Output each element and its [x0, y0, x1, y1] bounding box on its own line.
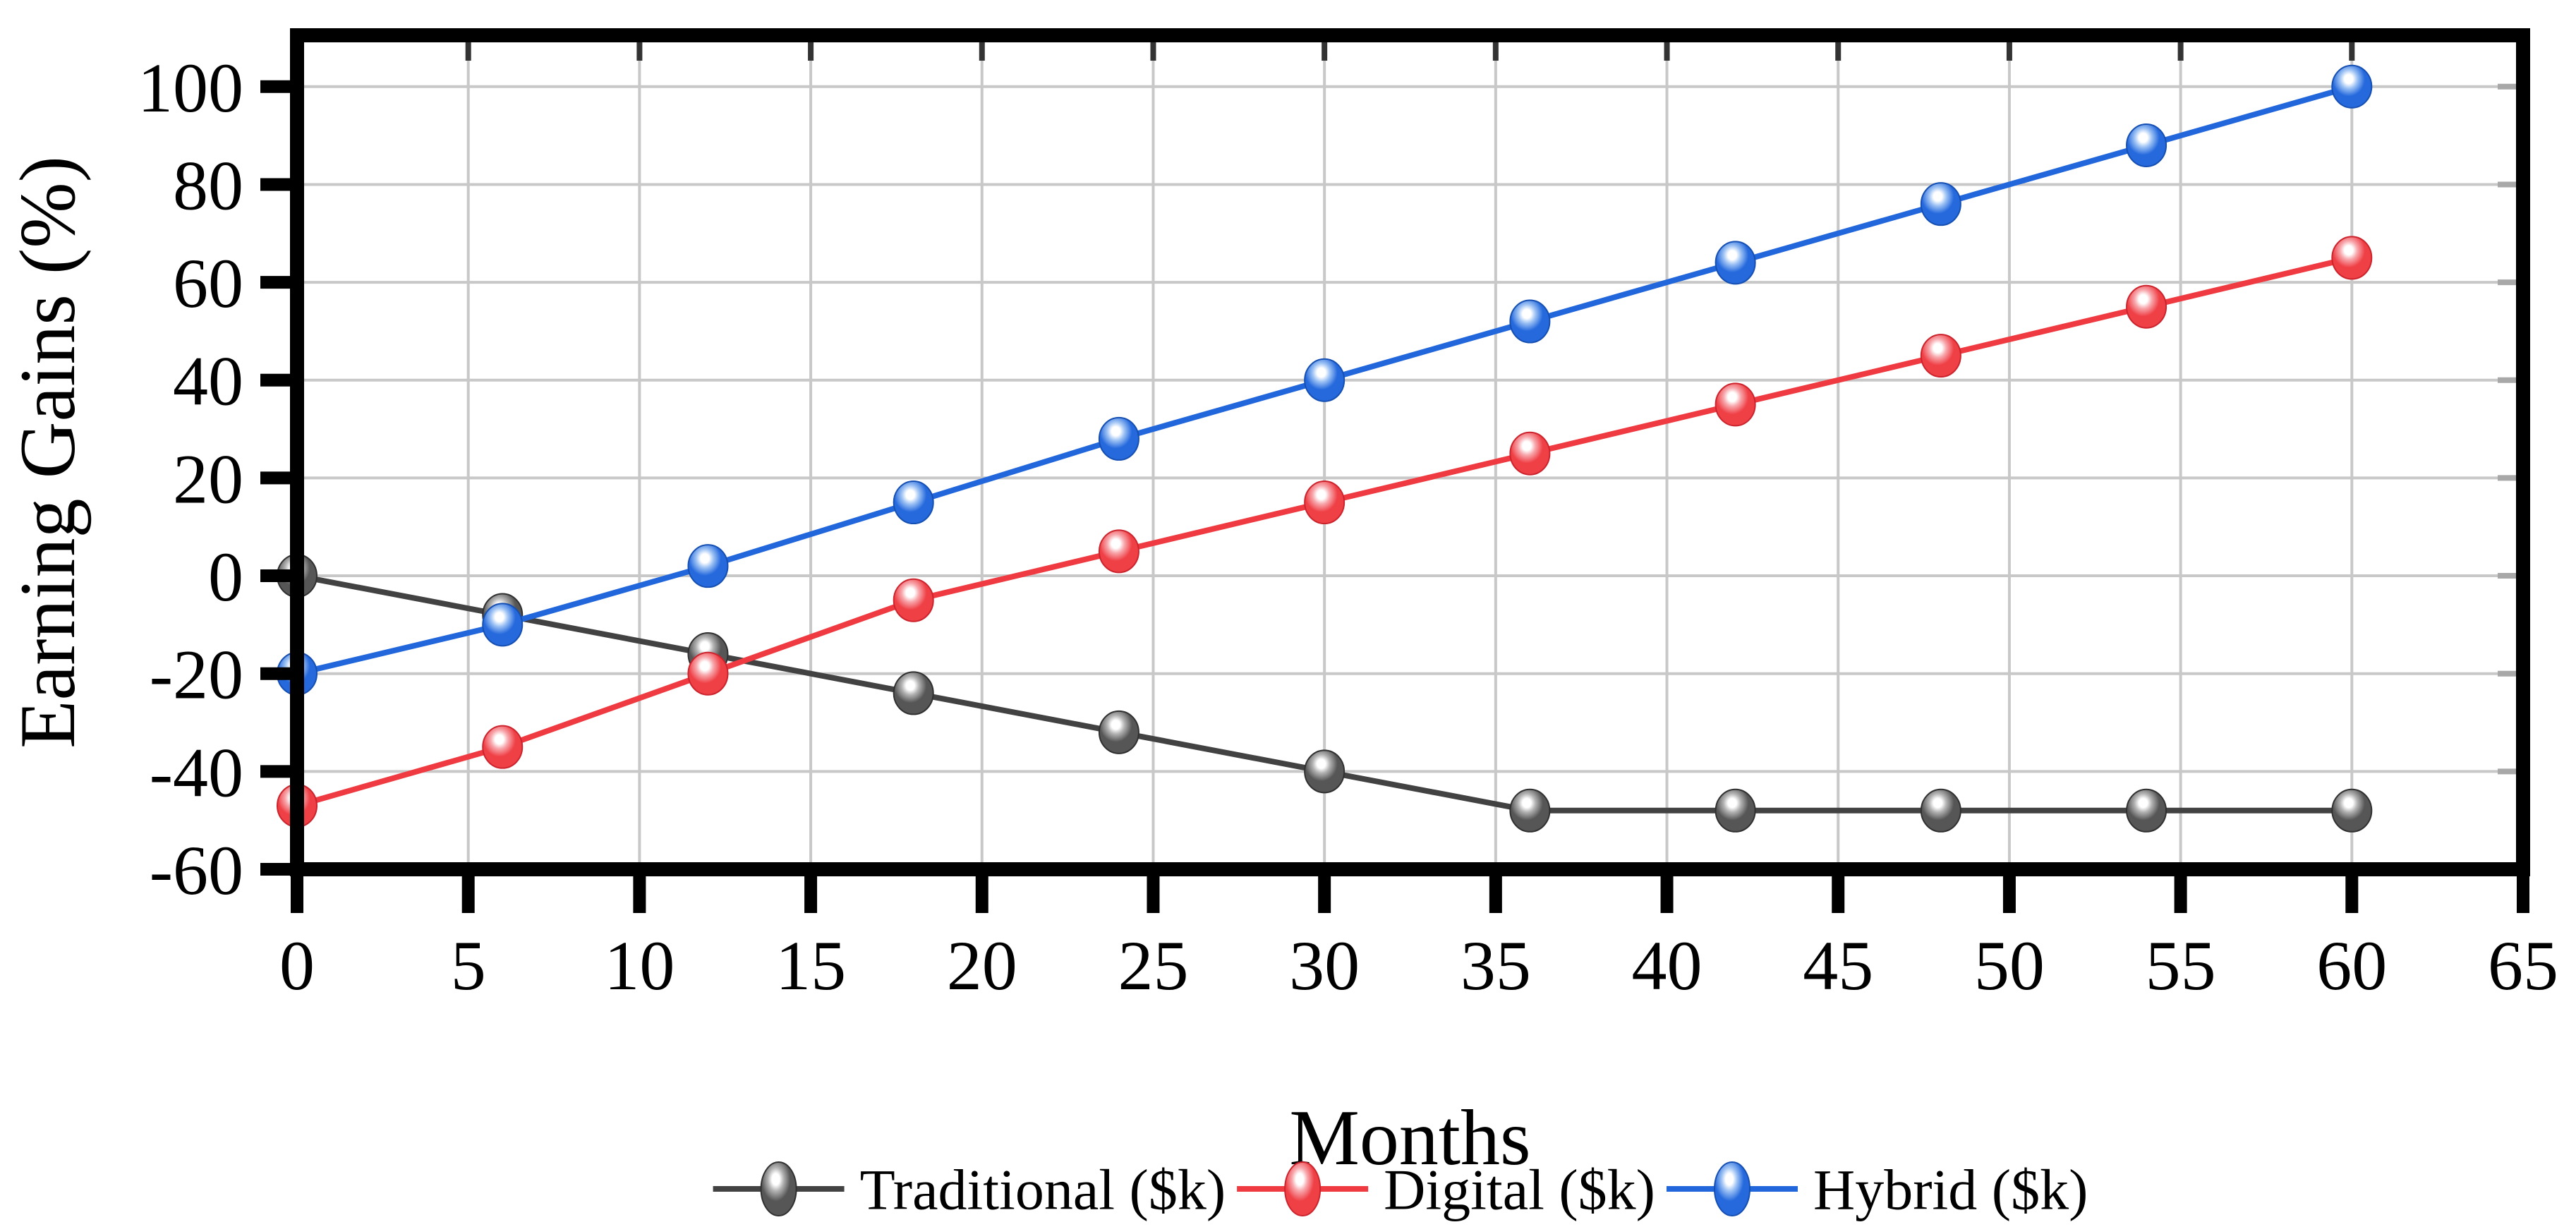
y-tick-label: 0 — [208, 538, 243, 616]
data-point-marker — [1098, 529, 1139, 574]
data-point-marker — [687, 651, 729, 696]
y-tick-label: 40 — [173, 342, 243, 421]
data-point-marker — [687, 544, 729, 588]
data-point-marker — [2126, 123, 2167, 167]
legend-marker-icon — [1284, 1161, 1322, 1216]
x-tick-label: 10 — [604, 926, 675, 1005]
data-point-marker — [1715, 788, 1756, 833]
data-point-marker — [2126, 284, 2167, 329]
x-axis-title: Months — [1289, 1094, 1530, 1182]
y-tick-labels: -60 -40 -20 0 20 40 60 80 100 — [138, 49, 243, 909]
data-point-marker — [1920, 334, 1961, 378]
data-point-marker — [1304, 358, 1346, 402]
x-tick-label: 50 — [1974, 926, 2045, 1005]
legend-marker-icon — [1713, 1161, 1750, 1216]
data-point-marker — [1920, 788, 1961, 833]
legend-item-hybrid-k: Hybrid ($k) — [1666, 1158, 2088, 1222]
y-tick-label: 60 — [173, 244, 243, 322]
data-point-marker — [2126, 788, 2167, 833]
x-tick-label: 30 — [1289, 926, 1360, 1005]
y-tick-label: 80 — [173, 146, 243, 224]
y-tick-label: -40 — [150, 733, 243, 811]
inside-ticks — [465, 42, 2516, 775]
x-tick-label: 0 — [279, 926, 315, 1005]
x-tick-label: 20 — [947, 926, 1017, 1005]
x-tick-label: 5 — [451, 926, 486, 1005]
y-axis-title: Earning Gains (%) — [4, 156, 92, 749]
x-tick-label: 55 — [2146, 926, 2216, 1005]
data-point-marker — [1098, 416, 1139, 461]
x-tick-label: 35 — [1461, 926, 1531, 1005]
x-tick-label: 45 — [1803, 926, 1873, 1005]
data-point-marker — [893, 578, 934, 622]
data-point-marker — [482, 603, 524, 647]
legend-label: Traditional ($k) — [860, 1158, 1226, 1222]
gridlines — [297, 35, 2523, 869]
legend-item-digital-k: Digital ($k) — [1237, 1158, 1655, 1222]
data-point-marker — [2331, 64, 2373, 109]
x-tick-label: 25 — [1118, 926, 1188, 1005]
legend-item-traditional-k: Traditional ($k) — [713, 1158, 1226, 1222]
legend: Traditional ($k) Digital ($k) Hybrid ($k) — [713, 1158, 2088, 1222]
x-tick-label: 40 — [1632, 926, 1703, 1005]
outside-ticks — [260, 80, 2529, 913]
y-tick-label: 20 — [173, 440, 243, 518]
data-point-marker — [893, 671, 934, 715]
y-tick-label: -20 — [150, 636, 243, 714]
y-tick-label: -60 — [150, 831, 243, 909]
data-point-marker — [1509, 431, 1551, 476]
data-point-marker — [2331, 788, 2373, 833]
y-tick-label: 100 — [138, 49, 243, 127]
data-point-marker — [482, 725, 524, 769]
data-point-marker — [1715, 241, 1756, 285]
data-point-marker — [1304, 749, 1346, 794]
legend-label: Hybrid ($k) — [1813, 1158, 2088, 1222]
data-point-marker — [2331, 236, 2373, 280]
data-point-marker — [1098, 710, 1139, 754]
data-point-marker — [1509, 788, 1551, 833]
x-tick-labels: 0 5 10 15 20 25 30 35 40 45 50 55 60 65 — [279, 926, 2558, 1005]
legend-label: Digital ($k) — [1384, 1158, 1655, 1222]
legend-marker-icon — [760, 1161, 797, 1216]
series-traditional-k — [277, 554, 2373, 833]
x-tick-label: 60 — [2316, 926, 2387, 1005]
data-point-marker — [893, 480, 934, 525]
series-hybrid-k — [277, 64, 2373, 696]
plot-border — [290, 28, 2530, 876]
data-point-marker — [1920, 182, 1961, 226]
x-tick-label: 65 — [2488, 926, 2558, 1005]
data-point-marker — [1715, 382, 1756, 427]
data-point-marker — [1304, 480, 1346, 525]
data-point-marker — [1509, 299, 1551, 344]
x-tick-label: 15 — [775, 926, 846, 1005]
series-digital-k — [277, 236, 2373, 828]
